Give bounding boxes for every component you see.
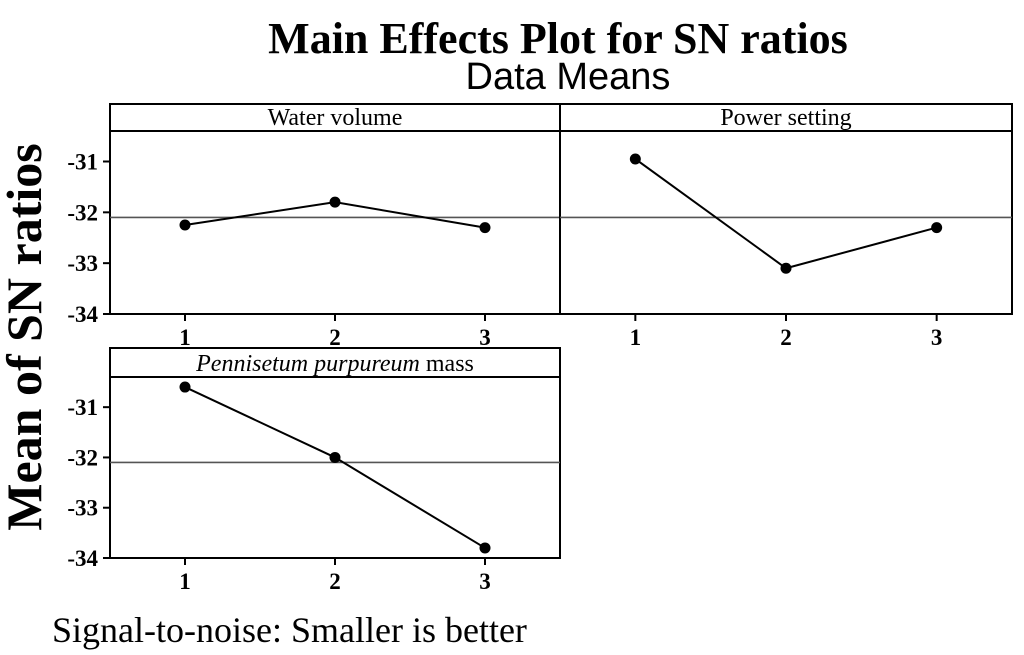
x-tick-label: 2 — [329, 325, 341, 350]
data-point — [179, 219, 191, 231]
data-point — [329, 451, 341, 463]
x-tick-label: 2 — [329, 569, 341, 594]
y-tick-label: -34 — [67, 546, 98, 571]
panel-title-rest: mass — [420, 351, 474, 377]
footnote: Signal-to-noise: Smaller is better — [52, 610, 527, 650]
data-point — [329, 196, 341, 208]
x-tick-label: 3 — [931, 325, 943, 350]
chart-title: Main Effects Plot for SN ratios — [268, 14, 848, 63]
data-point — [479, 222, 491, 234]
panel-title: Power setting — [720, 105, 851, 131]
series-line — [184, 386, 486, 549]
chart-subtitle: Data Means — [466, 56, 671, 98]
panel-title: Water volume — [268, 105, 403, 131]
series-line — [634, 158, 937, 270]
data-point — [179, 381, 191, 393]
x-tick-label: 1 — [179, 569, 191, 594]
y-axis-label: Mean of SN ratios — [0, 143, 52, 530]
y-tick-label: -32 — [67, 200, 98, 225]
panel-title: Pennisetum purpureum mass — [195, 351, 474, 377]
panel-frame — [109, 103, 561, 315]
x-tick-label: 2 — [780, 325, 792, 350]
panel-title-italic: Pennisetum purpureum — [195, 351, 420, 377]
y-tick-label: -31 — [67, 395, 98, 420]
data-point — [931, 222, 943, 234]
panel-2: Power setting 1 2 3 — [559, 103, 1013, 350]
y-tick-label: -33 — [67, 496, 98, 521]
y-tick-label: -34 — [67, 302, 98, 327]
y-tick-label: -33 — [67, 251, 98, 276]
data-point — [780, 262, 792, 274]
x-tick-label: 3 — [479, 569, 491, 594]
panel-3: Pennisetum purpureum mass -31 -32 -33 -34 1 2 3 — [67, 347, 561, 594]
x-tick-label: 1 — [630, 325, 642, 350]
data-point — [629, 153, 641, 165]
y-tick-label: -32 — [67, 445, 98, 470]
panel-frame — [559, 103, 1013, 315]
x-tick-label: 3 — [479, 325, 491, 350]
x-tick-label: 1 — [179, 325, 191, 350]
y-tick-label: -31 — [67, 150, 98, 175]
panel-1: Water volume -31 -32 -33 -34 1 2 3 — [67, 103, 561, 350]
data-point — [479, 542, 491, 554]
